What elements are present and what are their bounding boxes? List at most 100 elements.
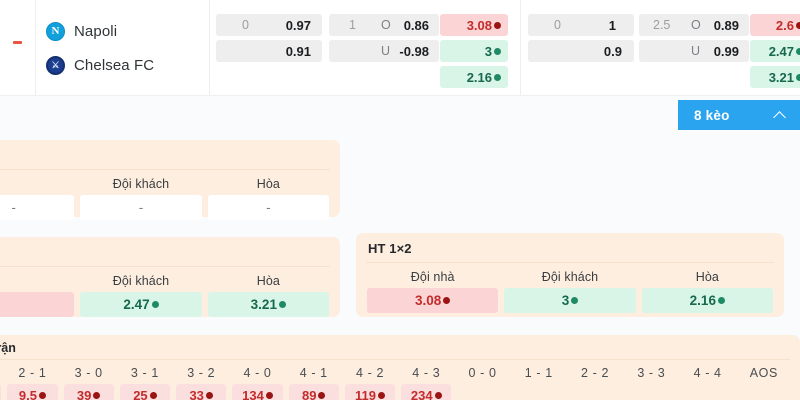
odds-cell-ou-ft-row1[interactable]: 1 O 0.86 [329,14,439,36]
odds-value: 3 [484,43,492,59]
odds-cell[interactable]: - [0,195,75,220]
odds-cell[interactable]: - [207,195,329,220]
panel-b-title [0,237,340,266]
panel-a-col-home[interactable]: - [0,170,77,220]
score-odds-cell[interactable]: 0 [0,384,2,400]
score-col[interactable]: 0 0 [0,360,4,400]
score-odds-cell[interactable] [682,384,732,400]
score-odds-cell[interactable] [457,384,507,400]
odds-cell-ou-ht-row1[interactable]: 2.5 O 0.89 [639,14,749,36]
odds-value: 0.99 [713,43,739,59]
column-header [0,170,74,195]
odds-cell[interactable]: 2.47 [80,292,202,317]
odds-cell-ou-ft-row2[interactable]: U -0.98 [329,40,439,62]
panel-b-col-home[interactable] [0,267,77,317]
divider [0,266,330,267]
trend-down-dot-icon [265,391,273,399]
odds-value: 1 [608,17,616,33]
odds-cell-1x2-ht-home[interactable]: 2.6 [750,14,800,36]
divider [0,359,790,360]
column-header: Đội khách [112,274,170,288]
score-odds-cell[interactable]: 9.5 [7,384,58,400]
column-header: Hòa [256,177,280,191]
panel-a-col-draw[interactable]: Hòa - [205,170,332,220]
score-col[interactable]: 2 - 1 9.5 [4,360,60,400]
team-row-home[interactable]: N Napoli [46,14,209,48]
odds-cell-1x2-ft-away[interactable]: 3 [440,40,508,62]
score-col[interactable]: 0 - 0 [454,360,510,400]
score-col[interactable]: 4 - 0 134 [229,360,285,400]
panel-a-col-away[interactable]: Đội khách - [77,170,204,220]
score-odds-cell[interactable]: 39 [63,384,114,400]
odds-cell[interactable] [0,292,75,317]
odds-cell-ah-ft-row1[interactable]: 0 0.97 [216,14,322,36]
score-odds-cell[interactable] [626,384,676,400]
odds-value: 3.21 [768,69,794,85]
trend-up-dot-icon [494,73,501,81]
score-col[interactable]: 4 - 2 119 [342,360,398,400]
column-header: Đội khách [541,270,599,284]
odds-value: 0.86 [403,17,429,33]
score-odds-cell[interactable]: 33 [176,384,227,400]
trend-down-dot-icon [318,391,326,399]
score-col[interactable]: 1 - 1 [511,360,567,400]
score-col[interactable]: 2 - 2 [567,360,623,400]
score-odds-cell[interactable]: 134 [232,384,283,400]
odds-cell[interactable]: 3.21 [207,292,329,317]
score-header: 2 - 2 [581,366,610,380]
panel-b-col-away[interactable]: Đội khách 2.47 [77,267,204,317]
score-col[interactable]: AOS [736,360,792,400]
score-odds-cell[interactable]: 25 [119,384,171,400]
panel-c-col-home[interactable]: Đội nhà 3.08 [364,263,501,313]
trend-down-dot-icon [377,391,385,399]
score-col[interactable]: 3 - 1 25 [117,360,173,400]
odds-cell-ah-ht-row1[interactable]: 0 1 [528,14,634,36]
panel-b-col-draw[interactable]: Hòa 3.21 [205,267,332,317]
odds-cell-ou-ht-row2[interactable]: U 0.99 [639,40,749,62]
odds-cell-1x2-ht-draw[interactable]: 3.21 [750,66,800,88]
score-col[interactable]: 3 - 0 39 [61,360,117,400]
odds-cell[interactable]: 2.16 [641,288,773,313]
score-header: 3 - 2 [187,366,216,380]
trend-up-dot-icon [571,297,579,304]
odds-cell-1x2-ft-home[interactable]: 3.08 [440,14,508,36]
teams-column[interactable]: N Napoli ⚔ Chelsea FC [37,0,210,95]
napoli-crest-glyph: N [51,24,60,37]
odds-cell[interactable]: 3.08 [367,288,499,313]
trend-down-dot-icon [796,21,800,29]
score-header: 0 [0,360,1,384]
score-header: 4 - 3 [412,366,441,380]
score-odds-cell[interactable]: 119 [344,384,396,400]
chelsea-crest-glyph: ⚔ [51,59,60,70]
odds-cell-ah-ft-row2[interactable]: 0.91 [216,40,322,62]
odds-cell[interactable]: - [80,195,202,220]
expand-odds-button[interactable]: 8 kèo [678,100,800,130]
odds-value: 2.16 [689,293,716,308]
team-row-away[interactable]: ⚔ Chelsea FC [46,48,209,82]
score-col[interactable]: 3 - 3 [623,360,679,400]
score-col[interactable]: 4 - 3 234 [398,360,454,400]
score-odds-cell[interactable]: 89 [288,384,339,400]
odds-value: 89 [301,387,317,400]
panel-d-columns: 0 0 2 - 1 9.5 3 - 0 39 3 - 1 25 3 - 2 33… [0,360,800,400]
panel-c-col-draw[interactable]: Hòa 2.16 [639,263,776,313]
odds-cell-1x2-ft-draw[interactable]: 2.16 [440,66,508,88]
odds-value: 0.89 [713,17,739,33]
score-odds-cell[interactable] [570,384,620,400]
score-col[interactable]: 4 - 4 [679,360,735,400]
score-odds-cell[interactable] [514,384,564,400]
odds-cell-ah-ht-row2[interactable]: 0.9 [528,40,634,62]
panel-c-col-away[interactable]: Đội khách 3 [501,263,638,313]
score-col[interactable]: 4 - 1 89 [286,360,342,400]
trend-up-dot-icon [494,47,501,55]
score-col[interactable]: 3 - 2 33 [173,360,229,400]
odds-cell-1x2-ht-away[interactable]: 2.47 [750,40,800,62]
handicap-label: 0 [242,18,249,32]
trend-down-dot-icon [434,391,442,399]
score-odds-cell[interactable]: 234 [401,384,452,400]
column-header: Hòa [256,274,280,288]
score-odds-cell[interactable] [739,384,789,400]
odds-cell[interactable]: 3 [504,288,636,313]
odds-group-1x2-ft: 3.08 3 2.16 [440,0,520,95]
